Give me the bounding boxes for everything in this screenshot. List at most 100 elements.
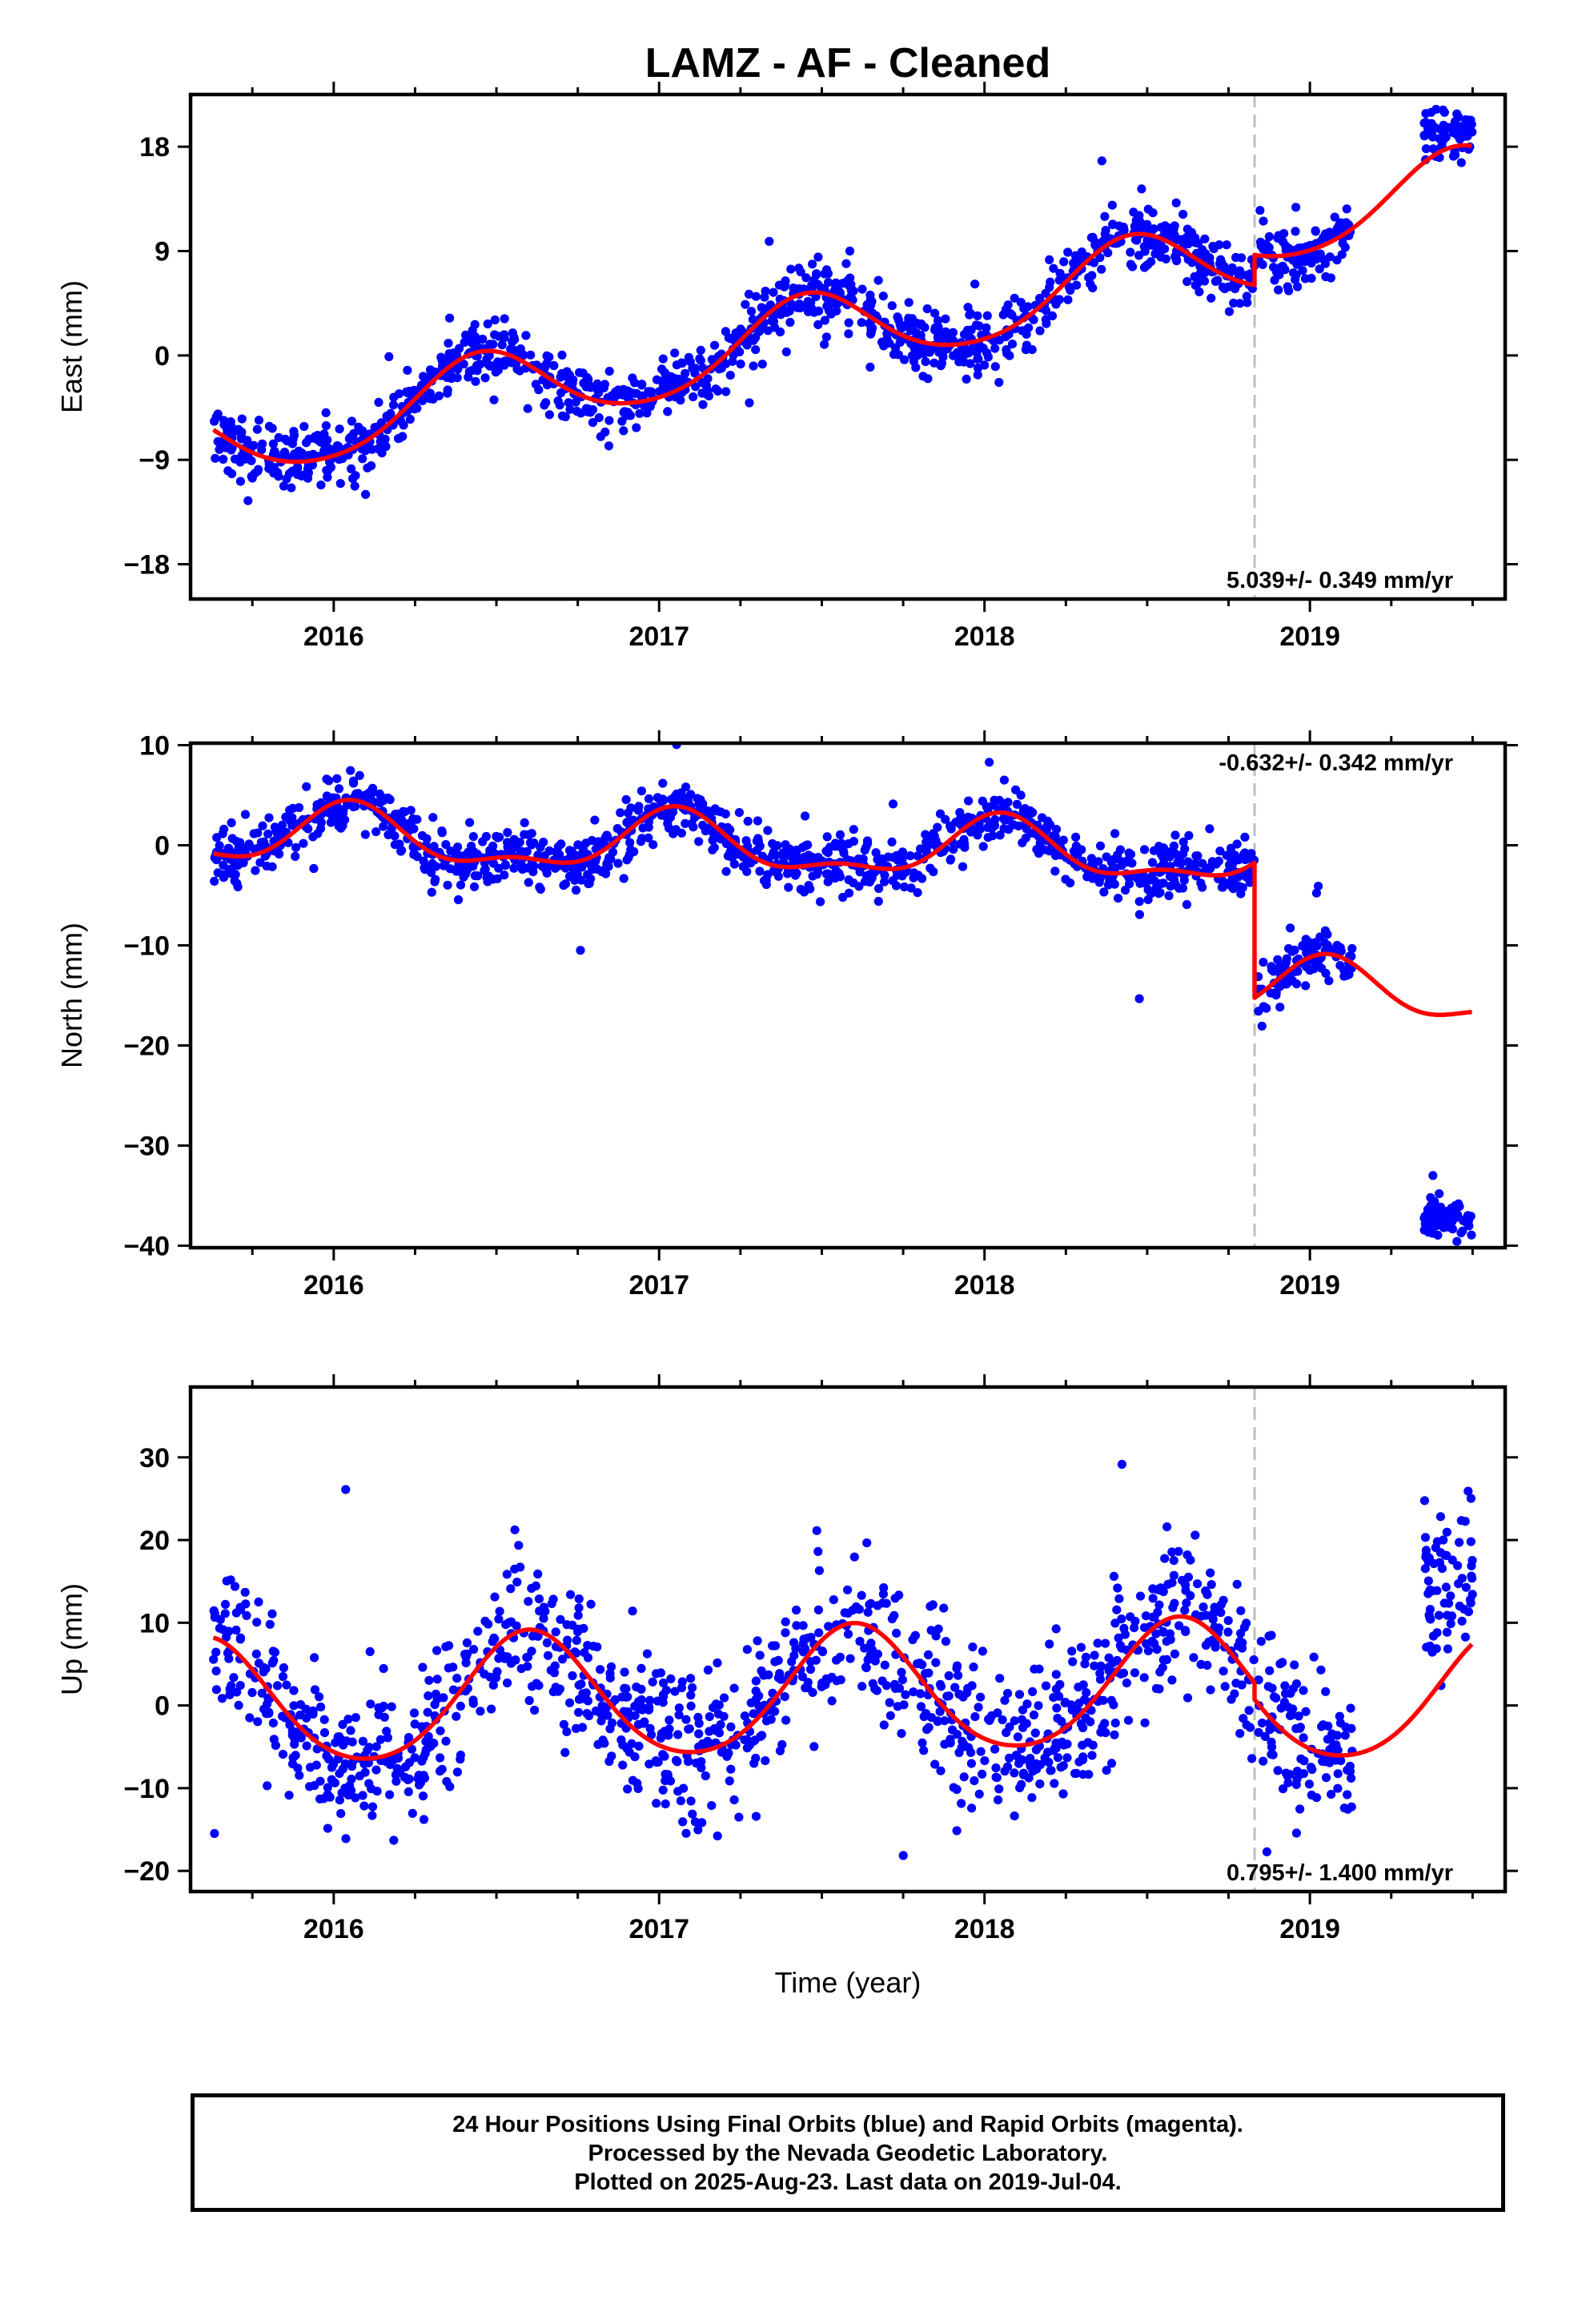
north-data-point: [1110, 879, 1119, 889]
east-data-point: [335, 479, 345, 489]
east-data-point: [219, 420, 229, 430]
up-data-point: [1265, 1666, 1275, 1675]
north-data-point: [277, 820, 287, 830]
east-data-point: [1178, 210, 1188, 219]
north-data-point: [1311, 888, 1321, 898]
north-data-point: [689, 822, 698, 832]
up-data-point: [1265, 1725, 1275, 1735]
up-data-point: [1080, 1695, 1090, 1704]
up-data-point: [645, 1695, 655, 1705]
north-data-point: [1178, 837, 1188, 846]
up-data-point: [557, 1655, 568, 1664]
up-data-point: [1082, 1688, 1091, 1698]
north-data-point: [469, 882, 480, 891]
north-data-point: [877, 854, 886, 864]
east-data-point: [289, 431, 299, 440]
east-data-point: [1072, 280, 1082, 290]
up-data-point: [879, 1583, 889, 1593]
east-data-point: [389, 392, 399, 402]
east-data-point: [293, 464, 303, 473]
east-data-point: [973, 363, 983, 373]
east-data-point: [930, 358, 939, 368]
up-data-point: [524, 1695, 534, 1706]
up-data-point: [574, 1594, 584, 1604]
up-data-point: [916, 1702, 926, 1711]
up-data-point: [346, 1726, 355, 1735]
east-data-point: [966, 359, 975, 368]
east-data-point: [235, 476, 245, 486]
up-data-point: [1067, 1647, 1077, 1656]
up-data-point: [863, 1607, 873, 1617]
east-data-point: [741, 300, 750, 309]
north-data-point: [1114, 894, 1123, 903]
east-y-tick-label: 9: [155, 237, 170, 267]
east-data-point: [1135, 216, 1145, 227]
up-data-point: [1068, 1657, 1078, 1667]
up-data-point: [1299, 1686, 1308, 1695]
up-data-point: [678, 1817, 688, 1827]
east-data-point: [1427, 119, 1436, 128]
north-data-point: [921, 830, 930, 839]
east-data-point: [765, 236, 774, 246]
up-data-point: [726, 1764, 736, 1774]
up-data-point: [1126, 1612, 1135, 1622]
east-data-point: [1148, 208, 1158, 218]
up-data-point: [583, 1696, 593, 1706]
north-data-point: [1308, 943, 1318, 953]
north-data-point: [210, 876, 219, 886]
east-data-point: [857, 318, 866, 328]
up-data-point: [604, 1756, 614, 1767]
up-data-point: [225, 1684, 235, 1694]
up-data-point: [217, 1694, 227, 1703]
footer-line-1: 24 Hour Positions Using Final Orbits (bl…: [452, 2112, 1243, 2137]
up-data-point: [755, 1651, 765, 1660]
up-data-point: [1207, 1580, 1216, 1590]
north-data-point: [958, 862, 968, 871]
north-data-point: [494, 863, 504, 873]
up-data-point: [952, 1784, 962, 1795]
east-data-point: [215, 444, 224, 454]
east-data-point: [670, 392, 680, 402]
up-data-point: [862, 1538, 872, 1548]
east-data-point: [635, 408, 644, 418]
north-data-point: [493, 833, 503, 842]
east-data-point: [1464, 115, 1474, 125]
east-data-point: [1100, 211, 1110, 221]
north-data-point: [1327, 945, 1336, 955]
east-data-point: [1284, 286, 1294, 296]
up-data-point: [634, 1741, 644, 1751]
up-data-point: [1467, 1571, 1476, 1581]
up-data-point: [468, 1699, 478, 1708]
east-data-point: [607, 391, 616, 400]
east-data-point: [299, 421, 309, 432]
up-data-point: [553, 1687, 563, 1696]
north-data-point: [990, 795, 999, 805]
east-data-point: [1291, 203, 1301, 212]
east-data-point: [1063, 247, 1073, 257]
east-data-point: [913, 349, 923, 360]
east-data-point: [321, 421, 331, 431]
up-data-point: [1466, 1537, 1476, 1546]
up-data-point: [1346, 1703, 1355, 1713]
east-data-point: [933, 332, 942, 342]
up-data-point: [1168, 1602, 1178, 1612]
up-data-point: [806, 1632, 816, 1642]
up-data-point: [367, 1802, 378, 1811]
up-data-point: [410, 1719, 420, 1729]
north-data-point: [1291, 979, 1302, 989]
north-data-point: [816, 897, 825, 907]
up-y-tick-label: 20: [139, 1526, 170, 1556]
east-data-point: [1003, 300, 1013, 310]
up-data-point: [686, 1701, 696, 1711]
north-data-point: [624, 817, 633, 826]
up-data-point: [885, 1698, 894, 1707]
north-data-point: [1016, 790, 1026, 800]
up-data-point: [1090, 1661, 1099, 1671]
up-data-point: [781, 1715, 791, 1725]
east-data-point: [588, 418, 598, 428]
east-data-point: [347, 464, 356, 474]
north-data-point: [550, 863, 560, 873]
up-data-point: [335, 1795, 344, 1805]
up-data-point: [1031, 1745, 1041, 1755]
up-data-point: [452, 1767, 463, 1777]
